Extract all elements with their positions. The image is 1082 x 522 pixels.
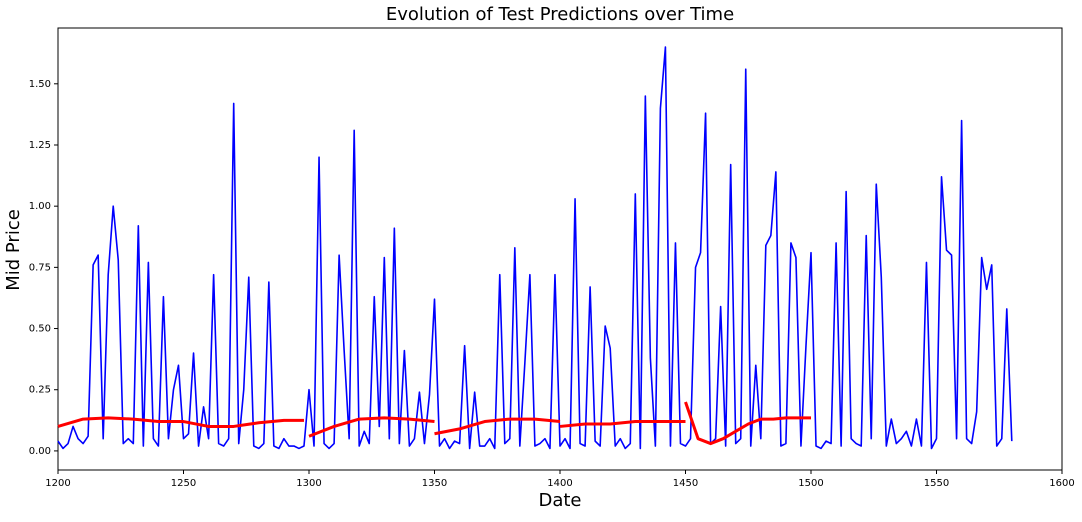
y-tick-label: 0.75	[29, 262, 51, 273]
data-line	[434, 417, 561, 436]
data-line	[57, 46, 1013, 450]
x-tick-label: 1350	[422, 478, 447, 489]
x-tick-label: 1500	[798, 478, 823, 489]
chart-title: Evolution of Test Predictions over Time	[386, 4, 734, 25]
y-tick-label: 0.25	[29, 385, 51, 396]
y-tick-label: 1.00	[29, 201, 51, 212]
x-tick-label: 1400	[547, 478, 572, 489]
data-line	[559, 420, 686, 428]
y-tick-label: 1.50	[29, 79, 51, 90]
x-axis-label: Date	[538, 490, 581, 511]
y-tick-label: 1.25	[29, 140, 51, 151]
plot-frame	[57, 27, 1063, 471]
y-tick-label: 0.50	[29, 324, 51, 335]
data-line	[684, 401, 811, 446]
x-tick-label: 1200	[45, 478, 70, 489]
data-line	[308, 416, 435, 438]
x-tick-label: 1300	[296, 478, 321, 489]
y-axis-label: Mid Price	[3, 209, 24, 291]
x-tick-label: 1450	[673, 478, 698, 489]
x-tick-label: 1250	[171, 478, 196, 489]
x-tick-label: 1550	[924, 478, 949, 489]
x-tick-label: 1600	[1049, 478, 1074, 489]
data-line	[57, 416, 304, 428]
y-tick-label: 0.00	[29, 446, 51, 457]
